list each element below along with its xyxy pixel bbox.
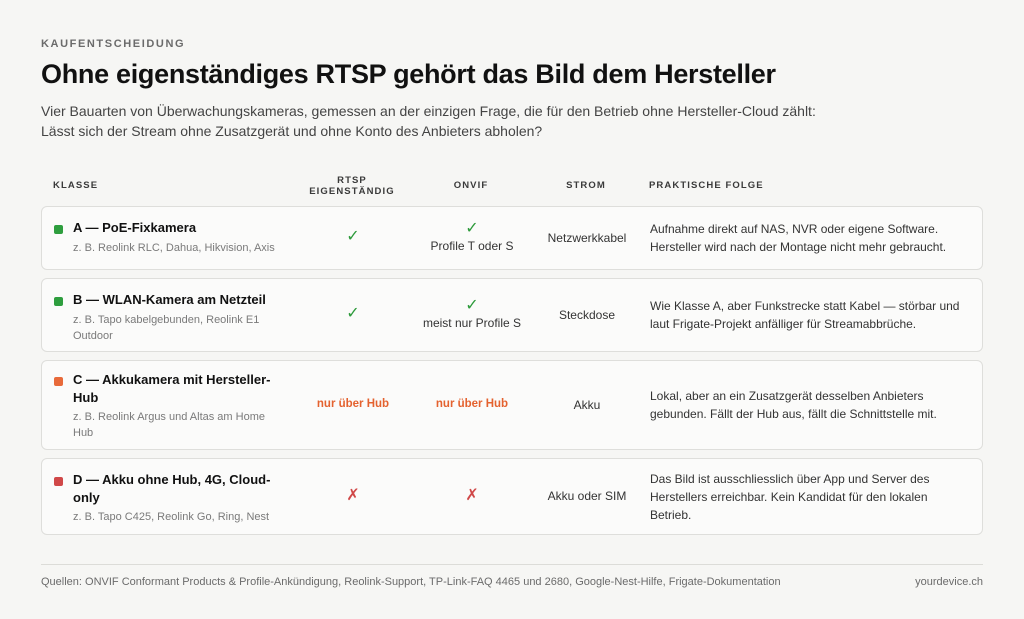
rtsp-cross-icon: ✗ (346, 487, 360, 504)
strom-cell: Steckdose (558, 308, 616, 322)
footer-brand: yourdevice.ch (915, 576, 983, 588)
table-header: KLASSE RTSP EIGENSTÄNDIG ONVIF STROM PRAK… (41, 172, 983, 198)
class-title: B — WLAN-Kamera am Netzteil (73, 292, 266, 307)
strom-cell: Netzwerkkabel (547, 231, 627, 245)
class-examples: z. B. Reolink RLC, Dahua, Hikvision, Axi… (73, 242, 275, 254)
kicker: KAUFENTSCHEIDUNG (41, 38, 186, 50)
page-title: Ohne eigenständiges RTSP gehört das Bild… (41, 59, 776, 89)
onvif-note: meist nur Profile S (422, 316, 522, 330)
page-subtitle: Vier Bauarten von Überwachungskameras, g… (41, 103, 816, 139)
folge-cell: Aufnahme direkt auf NAS, NVR oder eigene… (650, 222, 947, 254)
footer-divider (41, 564, 983, 565)
footer-sources: Quellen: ONVIF Conformant Products & Pro… (41, 576, 781, 588)
onvif-note: Profile T oder S (430, 239, 514, 253)
status-dot (54, 225, 63, 234)
col-header-strom: STROM (566, 180, 606, 191)
folge-cell: Wie Klasse A, aber Funkstrecke statt Kab… (650, 299, 960, 331)
folge-cell: Das Bild ist ausschliesslich über App un… (650, 472, 930, 522)
onvif-cross-icon: ✗ (465, 487, 479, 504)
folge-cell: Lokal, aber an ein Zusatzgerät desselben… (650, 389, 937, 421)
rtsp-check-icon: ✓ (346, 228, 360, 245)
onvif-check-icon: ✓ (465, 297, 479, 314)
table-row-d: D — Akku ohne Hub, 4G, Cloud-only z. B. … (41, 458, 983, 535)
rtsp-hub-label: nur über Hub (316, 398, 390, 410)
col-header-folge: PRAKTISCHE FOLGE (649, 180, 764, 191)
onvif-cell: ✓ meist nur Profile S (422, 297, 522, 331)
onvif-cell: ✓ Profile T oder S (422, 220, 522, 254)
status-dot (54, 377, 63, 386)
class-title: C — Akkukamera mit Hersteller-Hub (73, 372, 271, 405)
table-row-c: C — Akkukamera mit Hersteller-Hub z. B. … (41, 360, 983, 450)
strom-cell: Akku (573, 398, 601, 412)
onvif-check-icon: ✓ (465, 220, 479, 237)
onvif-hub-label: nur über Hub (435, 398, 509, 410)
table-row-a: A — PoE-Fixkamera z. B. Reolink RLC, Dah… (41, 206, 983, 270)
rtsp-check-icon: ✓ (346, 305, 360, 322)
status-dot (54, 297, 63, 306)
class-title: A — PoE-Fixkamera (73, 220, 197, 235)
class-examples: z. B. Tapo C425, Reolink Go, Ring, Nest (73, 511, 270, 523)
col-header-klasse: KLASSE (53, 180, 99, 191)
class-examples: z. B. Reolink Argus und Altas am Home Hu… (73, 411, 265, 439)
class-title: D — Akku ohne Hub, 4G, Cloud-only (73, 472, 271, 505)
strom-cell: Akku oder SIM (547, 489, 627, 503)
table-row-b: B — WLAN-Kamera am Netzteil z. B. Tapo k… (41, 278, 983, 352)
col-header-rtsp: RTSP EIGENSTÄNDIG (309, 175, 395, 197)
status-dot (54, 477, 63, 486)
class-examples: z. B. Tapo kabelgebunden, Reolink E1 Out… (73, 314, 260, 342)
col-header-onvif: ONVIF (453, 180, 489, 191)
